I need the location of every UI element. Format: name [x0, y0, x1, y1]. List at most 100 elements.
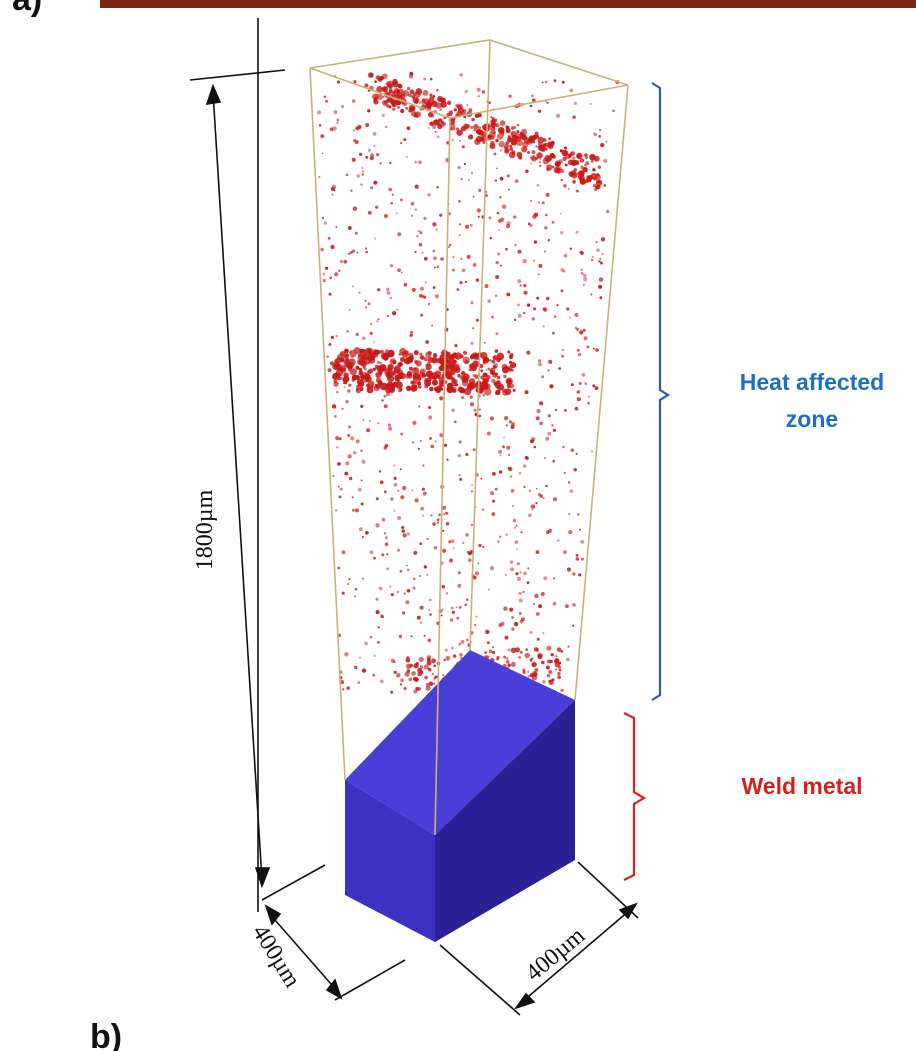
particle — [426, 537, 429, 541]
particle — [398, 361, 403, 367]
particle — [438, 376, 445, 383]
particle — [496, 133, 504, 140]
particle — [456, 616, 460, 620]
particle — [557, 672, 561, 676]
particle — [530, 657, 533, 660]
particle — [393, 670, 397, 674]
particle — [497, 127, 505, 134]
particle — [475, 278, 479, 282]
particle — [438, 513, 441, 517]
particle — [456, 129, 463, 136]
left-width-label: 400µm — [247, 920, 306, 992]
particle — [375, 205, 379, 209]
particle — [499, 535, 502, 538]
particle — [489, 566, 495, 571]
particle — [478, 408, 481, 411]
particle — [333, 415, 337, 418]
particle — [483, 341, 486, 344]
particle — [507, 663, 511, 667]
particle — [560, 178, 563, 182]
particle — [563, 471, 566, 475]
particle — [551, 424, 554, 427]
particle — [572, 603, 576, 607]
particle — [419, 231, 423, 235]
particle — [512, 505, 515, 508]
particle — [412, 97, 420, 104]
particle — [527, 567, 530, 570]
particle — [509, 362, 517, 369]
particle — [484, 388, 492, 396]
particle — [523, 290, 528, 295]
particle — [489, 236, 492, 240]
particle — [381, 517, 386, 522]
particle — [321, 216, 325, 220]
particle — [518, 472, 522, 475]
particle — [430, 114, 435, 118]
particle — [497, 252, 501, 256]
particle — [549, 384, 554, 389]
particle — [433, 354, 437, 358]
particle — [598, 284, 603, 289]
particle — [358, 527, 363, 531]
particle — [340, 680, 345, 685]
particle — [462, 356, 470, 364]
particle — [518, 612, 522, 615]
particle — [598, 135, 602, 138]
particle — [342, 688, 345, 691]
particle — [489, 491, 495, 496]
particle — [553, 497, 558, 502]
particle — [413, 577, 416, 580]
particle — [358, 291, 361, 294]
particle — [421, 99, 425, 103]
particle — [356, 251, 359, 254]
particle — [470, 524, 473, 526]
particle — [516, 123, 520, 127]
particle — [575, 189, 578, 192]
particle — [451, 127, 456, 131]
particle — [391, 193, 394, 196]
particle — [592, 347, 595, 350]
particle — [406, 86, 411, 91]
particle — [510, 662, 516, 667]
particle — [374, 364, 379, 369]
particle — [556, 304, 559, 307]
particle — [509, 144, 513, 148]
particle — [484, 284, 489, 289]
particle — [546, 164, 553, 171]
particle — [341, 550, 346, 555]
particle — [372, 673, 376, 677]
particle — [587, 175, 593, 181]
particle — [411, 367, 420, 375]
particle — [529, 631, 533, 634]
particle — [440, 614, 443, 617]
particle — [452, 654, 457, 658]
particle — [454, 420, 457, 424]
particle — [400, 357, 405, 362]
particle — [469, 395, 473, 399]
particle — [459, 73, 463, 77]
particle — [596, 248, 600, 252]
particle — [348, 252, 351, 255]
particle — [575, 557, 579, 561]
particle — [470, 171, 474, 174]
particle — [373, 341, 376, 343]
particle — [516, 548, 518, 551]
particle — [533, 136, 537, 141]
particle — [353, 347, 361, 355]
particle — [525, 456, 529, 461]
particle — [476, 87, 481, 92]
particle — [385, 371, 393, 379]
particle — [474, 374, 479, 379]
particle — [509, 607, 514, 612]
particle — [491, 512, 496, 516]
particle — [573, 101, 578, 105]
particle — [529, 439, 534, 444]
particle — [508, 188, 510, 191]
particle — [337, 485, 340, 488]
particle — [533, 212, 539, 217]
particle — [516, 151, 523, 158]
particle — [495, 275, 500, 279]
particle — [541, 201, 545, 205]
particle — [530, 162, 533, 165]
particle — [513, 318, 517, 322]
